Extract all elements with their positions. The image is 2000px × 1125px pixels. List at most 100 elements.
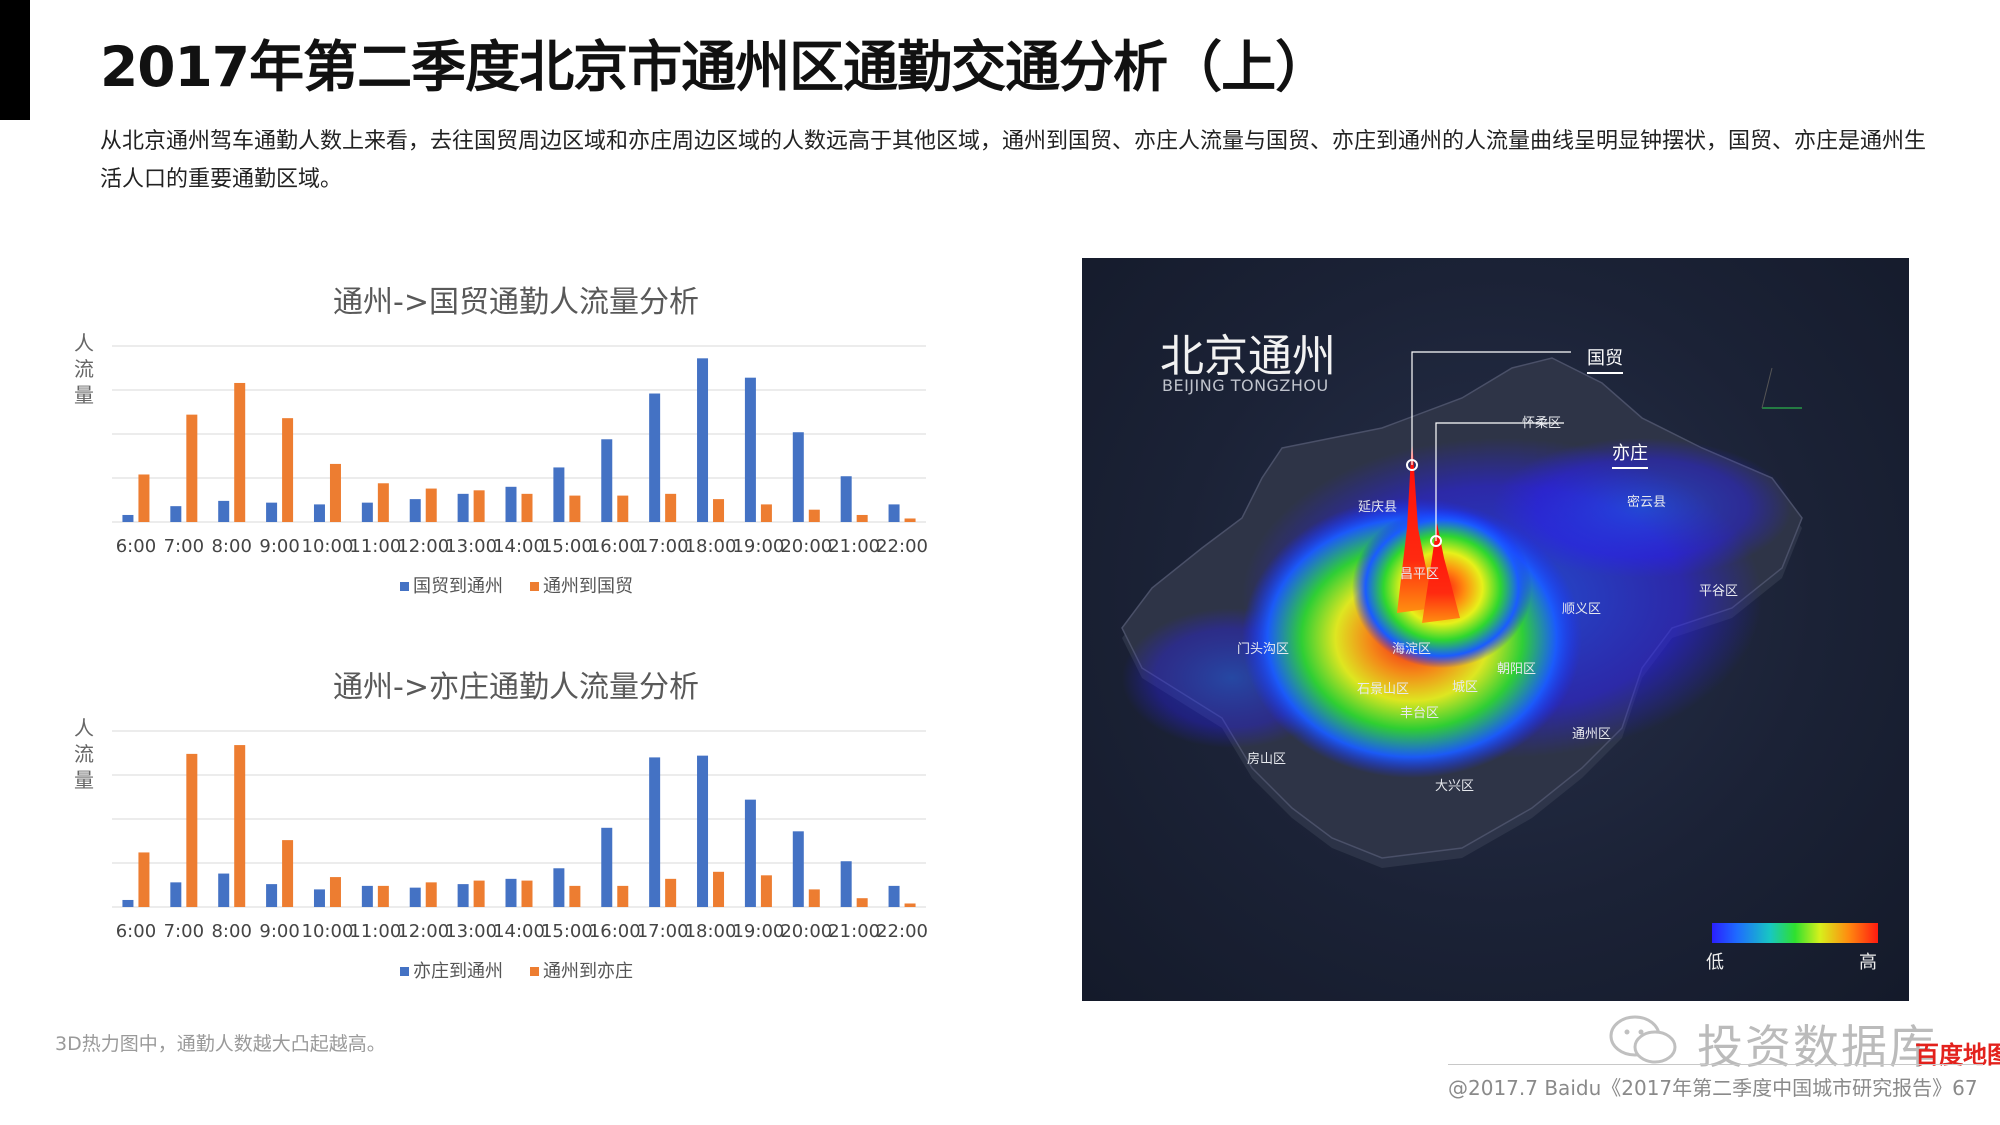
x-tick-label: 15:00 [541, 921, 593, 942]
x-tick-label: 8:00 [211, 536, 251, 557]
bar [840, 861, 852, 907]
bar [377, 885, 389, 907]
bar [617, 885, 629, 907]
bar [856, 514, 868, 522]
x-tick-label: 7:00 [164, 921, 204, 942]
x-tick-label: 14:00 [493, 921, 545, 942]
x-tick-label: 17:00 [637, 921, 689, 942]
x-tick-label: 13:00 [445, 921, 497, 942]
bar [505, 486, 517, 522]
legend-swatch [530, 582, 539, 591]
chart-title: 通州->国贸通勤人流量分析 [333, 285, 699, 320]
bar [553, 868, 565, 907]
bar [521, 493, 533, 522]
bar [170, 882, 182, 907]
bar [521, 880, 533, 907]
x-tick-label: 21:00 [828, 921, 880, 942]
bar [904, 518, 916, 522]
x-tick-label: 21:00 [828, 536, 880, 557]
bar [713, 871, 725, 907]
watermark-text: 投资数据库 [1697, 1020, 1937, 1074]
district-label: 城区 [1452, 680, 1479, 695]
bar [282, 418, 294, 522]
bar [792, 831, 804, 907]
legend-swatch [400, 582, 409, 591]
bar [377, 483, 389, 522]
bar [361, 885, 373, 907]
legend-label: 通州到国贸 [543, 576, 633, 597]
x-tick-label: 10:00 [302, 536, 354, 557]
beijing-3d-heatmap [1121, 351, 1803, 868]
map-title: 北京通州 [1160, 331, 1336, 382]
x-tick-label: 10:00 [302, 921, 354, 942]
bar [904, 903, 916, 907]
map-subtitle: BEIJING TONGZHOU [1162, 376, 1329, 395]
x-tick-label: 6:00 [116, 536, 156, 557]
bar [313, 889, 325, 907]
bar [665, 878, 677, 907]
chart-title: 通州->亦庄通勤人流量分析 [333, 670, 699, 705]
district-label: 大兴区 [1435, 779, 1475, 794]
bar [840, 476, 852, 522]
district-label: 顺义区 [1562, 602, 1602, 617]
bar [713, 499, 725, 522]
district-label: 门头沟区 [1237, 642, 1290, 657]
legend-swatch [530, 967, 539, 976]
district-label: 昌平区 [1400, 567, 1440, 582]
bar [218, 500, 230, 522]
bar [744, 377, 756, 522]
corner-accent-bar [0, 0, 30, 120]
x-tick-label: 11:00 [349, 921, 401, 942]
x-tick-label: 11:00 [349, 536, 401, 557]
bar [888, 504, 900, 522]
source-divider [1448, 1064, 1983, 1065]
guomao-spike [1397, 438, 1434, 613]
x-tick-label: 19:00 [732, 921, 784, 942]
bar [138, 474, 150, 522]
bar [808, 889, 820, 907]
bar [329, 877, 341, 907]
watermark: 投资数据库 百度地图 [1605, 1005, 2000, 1074]
bar [186, 414, 198, 522]
x-tick-label: 16:00 [589, 536, 641, 557]
x-tick-label: 20:00 [780, 536, 832, 557]
legend-label: 国贸到通州 [413, 576, 503, 597]
bar [282, 840, 294, 907]
y-axis-label: 人 [74, 331, 94, 355]
district-label: 平谷区 [1699, 584, 1739, 599]
x-tick-label: 13:00 [445, 536, 497, 557]
y-axis-label: 量 [74, 383, 94, 407]
bar [505, 878, 517, 907]
legend-label: 通州到亦庄 [543, 961, 633, 982]
bar [601, 827, 613, 907]
bar [457, 884, 469, 907]
heatmap-panel: 北京通州 BEIJING TONGZHOU 国贸 亦庄 怀柔区 延庆县 密云县 … [1082, 258, 1909, 1001]
bar [856, 898, 868, 907]
bar [186, 753, 198, 907]
bar [122, 514, 134, 522]
bar [266, 884, 278, 907]
yizhuang-spike [1422, 523, 1460, 623]
bar [409, 499, 421, 522]
bar [425, 488, 437, 522]
bar [888, 885, 900, 907]
bar [649, 757, 661, 907]
district-label: 延庆县 [1358, 500, 1398, 515]
district-label: 密云县 [1627, 495, 1667, 510]
bar [744, 799, 756, 907]
bar [569, 885, 581, 907]
x-tick-label: 7:00 [164, 536, 204, 557]
x-tick-label: 9:00 [259, 921, 299, 942]
y-axis-label: 人 [74, 716, 94, 740]
heat-legend-high: 高 [1859, 952, 1877, 973]
district-label: 房山区 [1247, 752, 1287, 767]
x-tick-label: 14:00 [493, 536, 545, 557]
x-tick-label: 6:00 [116, 921, 156, 942]
district-label: 丰台区 [1400, 706, 1440, 721]
x-tick-label: 12:00 [397, 921, 449, 942]
y-axis-label: 流 [74, 357, 94, 381]
legend-swatch [400, 967, 409, 976]
source-citation: @2017.7 Baidu《2017年第二季度中国城市研究报告》67 [1448, 1076, 1978, 1100]
bar [569, 495, 581, 522]
